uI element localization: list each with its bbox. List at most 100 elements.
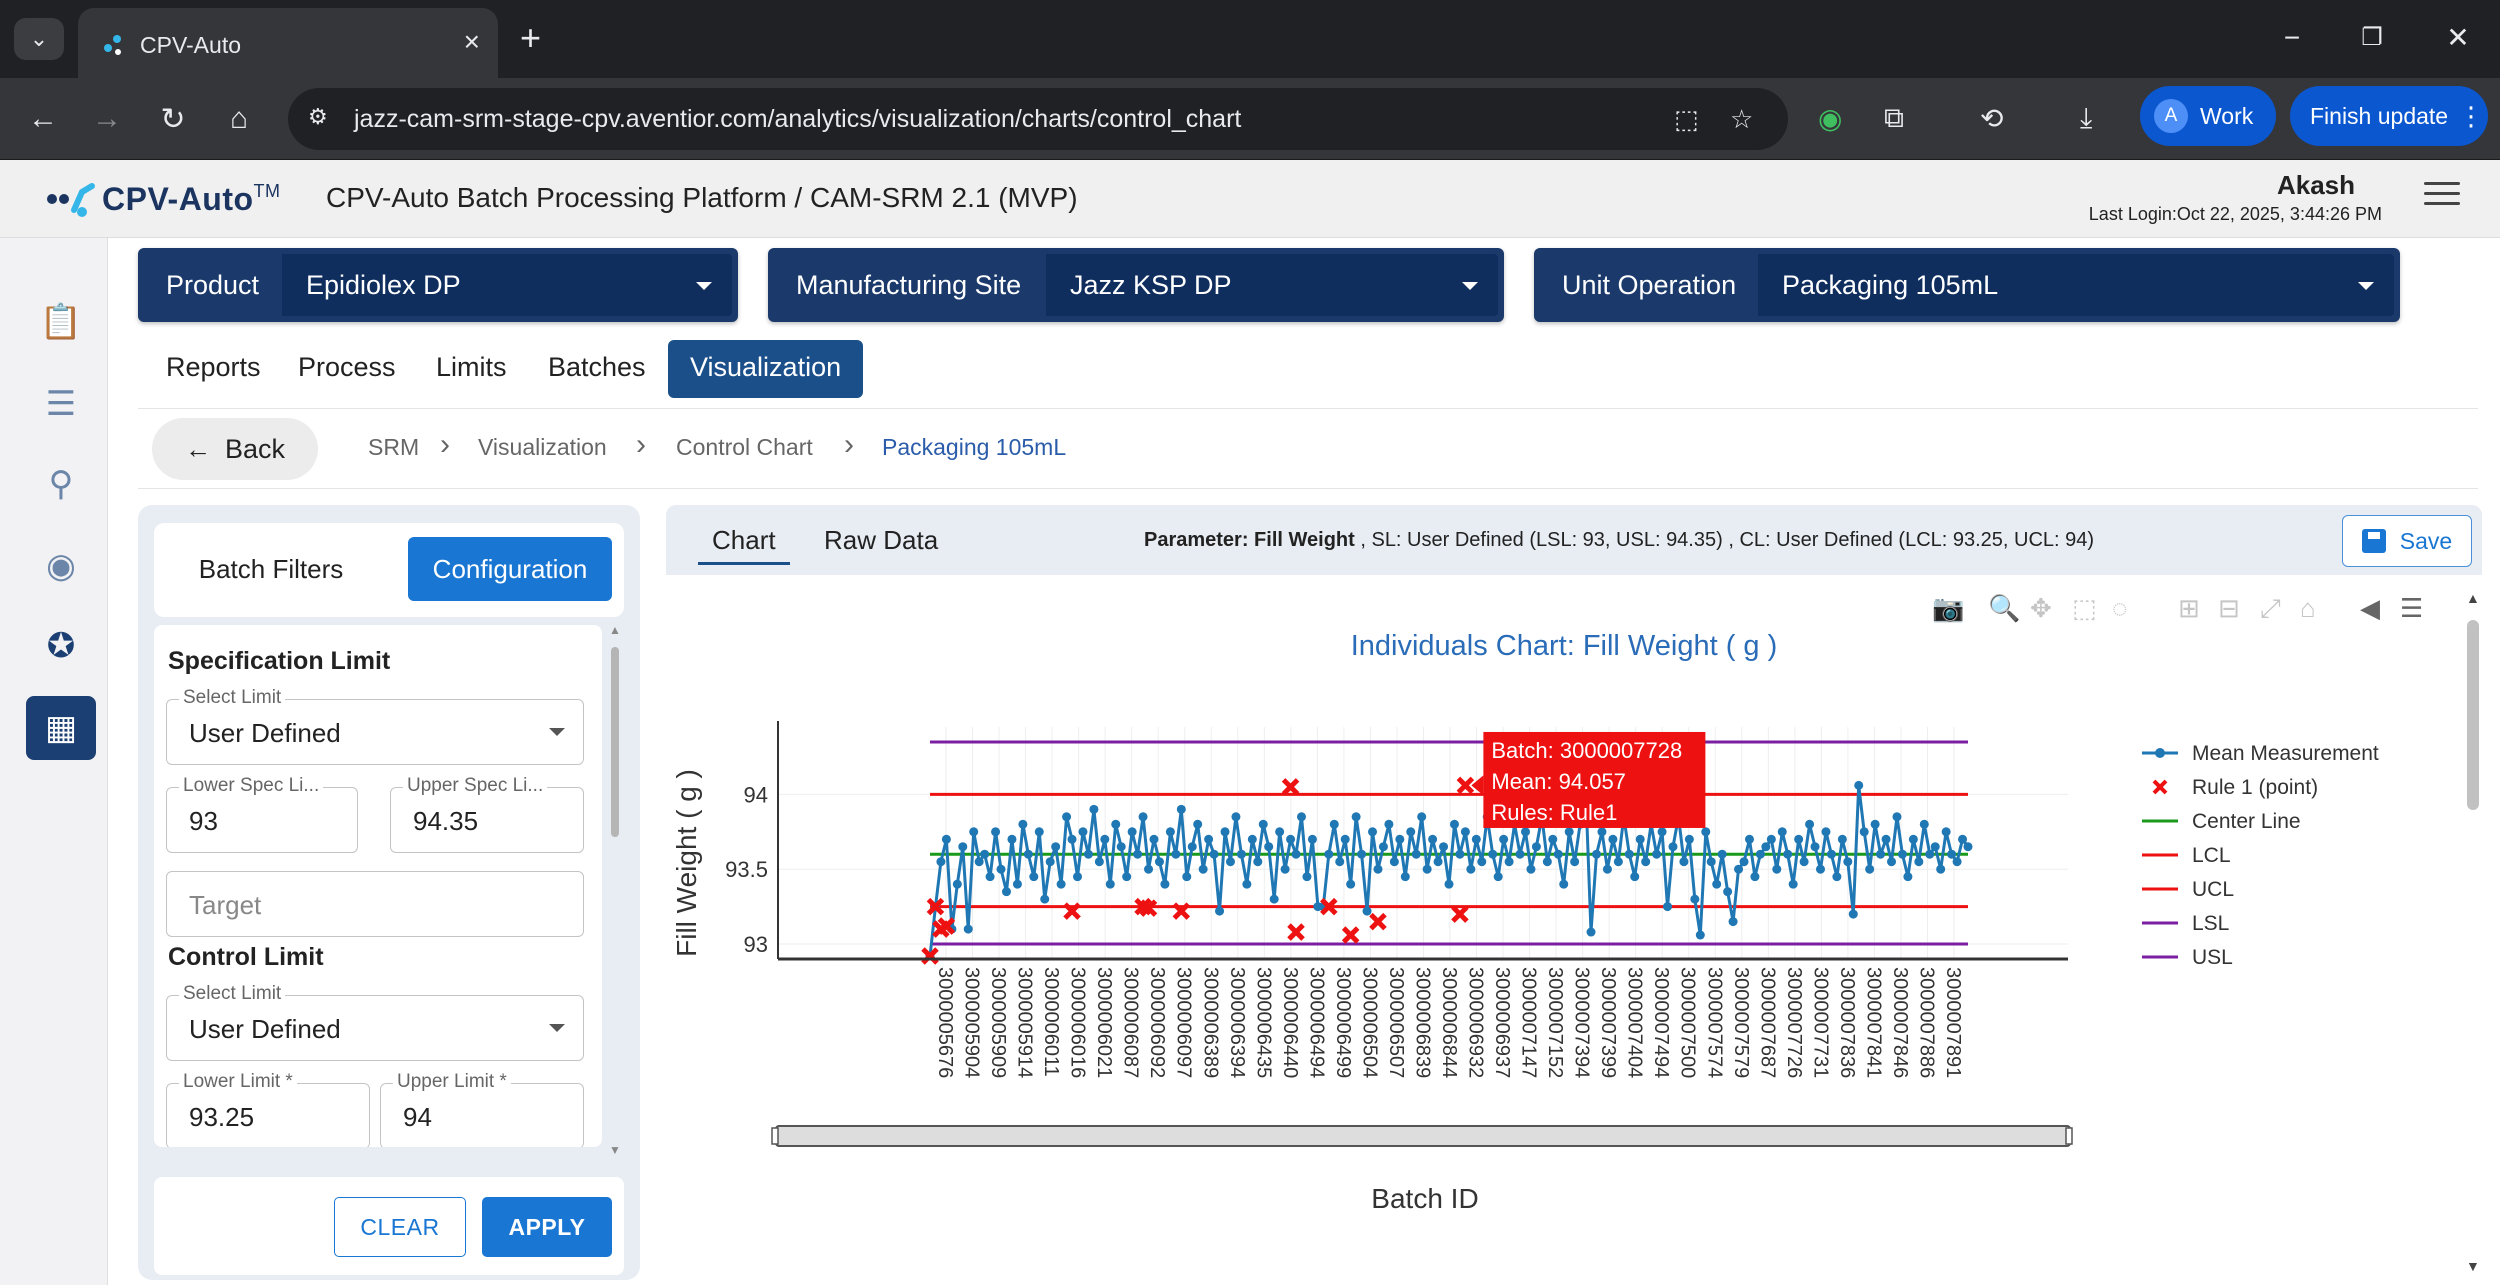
page-scroll-thumb[interactable]	[2467, 620, 2479, 810]
extensions-puzzle-icon[interactable]: ⧉	[1884, 102, 1904, 133]
autoscale-icon[interactable]: ⤢	[2260, 593, 2281, 623]
zoom-out-icon[interactable]: ⊟	[2218, 593, 2240, 623]
unit-op-dropdown[interactable]: Packaging 105mL	[1758, 254, 2394, 316]
restore-icon[interactable]: ❐	[2361, 24, 2383, 51]
clear-button[interactable]: CLEAR	[334, 1197, 466, 1257]
browser-tab[interactable]: CPV-Auto ×	[78, 8, 498, 78]
target-field[interactable]: Target	[166, 871, 584, 937]
scroll-up-icon[interactable]: ▲	[609, 623, 621, 637]
back-nav-icon[interactable]: ←	[28, 102, 58, 135]
tab-visualization[interactable]: Visualization	[668, 340, 864, 398]
downloads-icon[interactable]: ⤓	[2080, 102, 2093, 133]
url-omnibox[interactable]: ⚙ jazz-cam-srm-stage-cpv.aventior.com/an…	[288, 88, 1788, 150]
bookmark-star-icon[interactable]: ☆	[1730, 104, 1754, 134]
chevron-right-icon: ›	[440, 428, 450, 461]
data-point	[1641, 857, 1651, 867]
spec-limit-select[interactable]: Select Limit User Defined	[166, 687, 584, 765]
browser-tab-bar: ⌄ CPV-Auto × + − ❐ ✕	[0, 0, 2500, 78]
site-dropdown[interactable]: Jazz KSP DP	[1046, 254, 1498, 316]
new-tab-icon[interactable]: +	[520, 17, 542, 58]
hover-compare-icon[interactable]: ☰	[2400, 593, 2424, 623]
tab-search-button[interactable]: ⌄	[14, 18, 64, 60]
product-dropdown[interactable]: Epidiolex DP	[282, 254, 732, 316]
batch-filters-tab[interactable]: Batch Filters	[198, 553, 344, 584]
cpv-auto-logo[interactable]: CPV-AutoTM	[44, 172, 281, 226]
grammarly-extension-icon[interactable]: ◉	[1818, 103, 1843, 134]
x-tick-label: 3000006440	[1279, 967, 1301, 1078]
data-point	[1176, 804, 1186, 814]
scroll-up-icon[interactable]: ▲	[2466, 590, 2480, 606]
breadcrumb-visualization[interactable]: Visualization	[478, 434, 607, 460]
breadcrumb-control-chart[interactable]: Control Chart	[676, 434, 813, 460]
history-icon[interactable]: ⟲	[1980, 103, 2004, 134]
data-point	[1602, 864, 1612, 874]
tab-limits[interactable]: Limits	[436, 352, 507, 382]
scroll-thumb[interactable]	[611, 647, 619, 837]
data-point	[1302, 872, 1312, 882]
home-icon[interactable]: ⌂	[229, 102, 249, 135]
url-text[interactable]: jazz-cam-srm-stage-cpv.aventior.com/anal…	[354, 105, 1242, 133]
lower-control-limit-field[interactable]: Lower Limit * 93.25	[166, 1071, 370, 1147]
reload-icon[interactable]: ↻	[160, 102, 186, 136]
save-button[interactable]: Save	[2342, 515, 2472, 567]
camera-icon[interactable]: 📷	[1932, 593, 1965, 623]
pan-icon[interactable]: ✥	[2030, 593, 2052, 623]
tab-batches[interactable]: Batches	[548, 352, 646, 382]
control-limit-select[interactable]: Select Limit User Defined	[166, 983, 584, 1061]
configuration-tab[interactable]: Configuration	[408, 537, 612, 601]
manufacturing-site-selector[interactable]: Manufacturing Site Jazz KSP DP	[768, 248, 1504, 322]
tab-chart[interactable]: Chart	[698, 525, 790, 565]
profile-button[interactable]: A Work	[2140, 86, 2276, 146]
hamburger-menu-icon[interactable]	[2424, 182, 2460, 212]
reset-axes-icon[interactable]: ⌂	[2300, 593, 2316, 623]
install-app-icon[interactable]: ⬚	[1674, 104, 1699, 134]
upper-spec-limit-field[interactable]: Upper Spec Li... 94.35	[390, 775, 584, 853]
data-point	[1422, 864, 1432, 874]
scroll-down-icon[interactable]: ▼	[2466, 1258, 2480, 1274]
tab-reports[interactable]: Reports	[166, 352, 261, 382]
tab-process[interactable]: Process	[298, 352, 396, 382]
upper-control-limit-field[interactable]: Upper Limit * 94	[380, 1071, 584, 1147]
dashboard-icon[interactable]: ▦	[26, 696, 96, 760]
close-window-icon[interactable]: ✕	[2446, 22, 2470, 53]
product-selector[interactable]: Product Epidiolex DP	[138, 248, 738, 322]
page-scrollbar[interactable]: ▲ ▼	[2464, 590, 2482, 1280]
list-icon[interactable]: ☰	[45, 385, 77, 423]
clipboard-check-icon[interactable]: 📋	[39, 303, 83, 341]
range-slider-handle-right[interactable]	[2065, 1127, 2073, 1145]
data-point	[1706, 857, 1716, 867]
data-point	[1368, 827, 1378, 837]
scroll-down-icon[interactable]: ▼	[609, 1143, 621, 1157]
data-point	[1635, 834, 1645, 844]
data-point	[1236, 849, 1246, 859]
unit-operation-selector[interactable]: Unit Operation Packaging 105mL	[1534, 248, 2400, 322]
finish-update-button[interactable]: Finish update ⋮	[2290, 86, 2488, 146]
x-marker-stroke	[1139, 899, 1158, 917]
config-scrollbar[interactable]: ▲ ▼	[608, 623, 622, 1157]
forward-nav-icon[interactable]: →	[92, 102, 122, 135]
tab-close-icon[interactable]: ×	[463, 26, 480, 57]
data-point	[1859, 827, 1869, 837]
back-button[interactable]: ← Back	[152, 418, 318, 480]
verified-badge-icon[interactable]: ✪	[46, 627, 76, 665]
box-select-icon[interactable]: ⬚	[2072, 593, 2097, 623]
apply-button[interactable]: APPLY	[482, 1197, 612, 1257]
legend[interactable]: Mean Measurement Rule 1 (point) Center Lin…	[2142, 742, 2379, 969]
range-slider-handle-left[interactable]	[771, 1127, 779, 1145]
data-point	[996, 864, 1006, 874]
data-point	[1395, 834, 1405, 844]
tab-raw-data[interactable]: Raw Data	[824, 525, 939, 555]
eye-icon[interactable]: ◉	[46, 547, 76, 585]
lasso-icon[interactable]: ◌	[2112, 593, 2128, 623]
parameter-info: Parameter: Fill Weight , SL: User Define…	[1144, 529, 2095, 551]
search-icon[interactable]: ⚲	[48, 465, 74, 503]
lower-spec-limit-field[interactable]: Lower Spec Li... 93	[166, 775, 358, 853]
zoom-in-icon[interactable]: ⊞	[2178, 593, 2200, 623]
minimize-icon[interactable]: −	[2283, 22, 2301, 53]
x-marker-stroke	[1451, 905, 1469, 923]
breadcrumb-srm[interactable]: SRM	[368, 434, 420, 460]
zoom-icon[interactable]: 🔍	[1988, 593, 2021, 623]
range-slider[interactable]	[775, 1125, 2071, 1147]
site-info-icon[interactable]: ⚙	[308, 104, 328, 129]
hover-closest-icon[interactable]: ◀	[2360, 593, 2380, 623]
